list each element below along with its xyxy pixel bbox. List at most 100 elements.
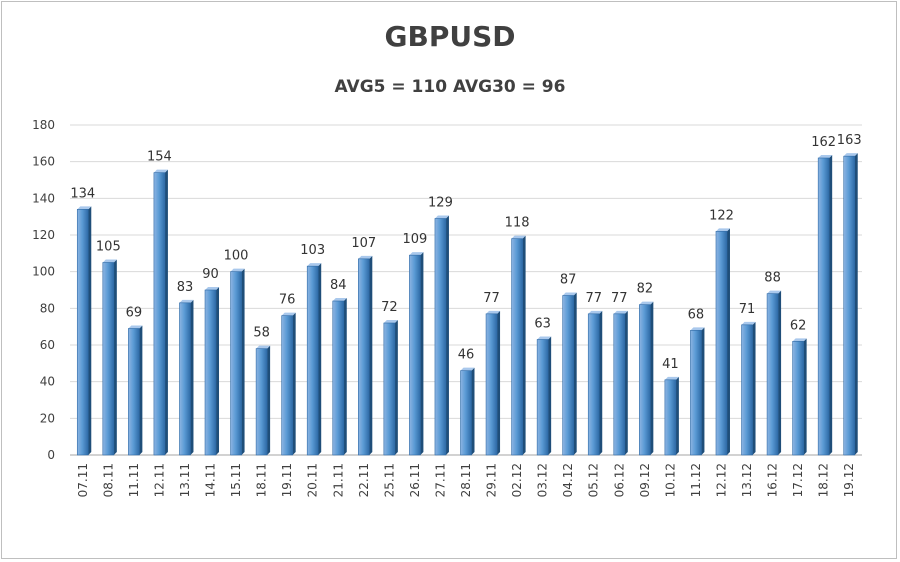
gridlines — [70, 124, 862, 456]
bar — [76, 206, 92, 456]
x-tick-label: 18.11 — [255, 463, 269, 497]
data-label: 109 — [402, 232, 427, 247]
bar — [153, 169, 168, 456]
bar-front — [587, 313, 600, 456]
bar-side — [701, 327, 705, 455]
bar-front — [281, 315, 293, 456]
bar-front — [434, 218, 447, 456]
bar-top — [102, 259, 117, 263]
bar-top — [818, 155, 833, 158]
bar-top — [434, 215, 449, 219]
data-label: 163 — [837, 133, 862, 148]
bar-top — [486, 310, 501, 314]
data-label: 72 — [381, 300, 398, 315]
bar — [587, 310, 603, 456]
bar-top — [128, 325, 143, 329]
bar — [102, 259, 117, 456]
x-tick-label: 04.12 — [561, 463, 575, 497]
data-label: 88 — [764, 271, 781, 286]
bar-side — [726, 228, 730, 455]
x-tick-label: 26.11 — [408, 463, 422, 497]
bar-front — [613, 313, 626, 456]
y-tick-label: 20 — [40, 411, 55, 425]
bar-side — [624, 310, 628, 455]
bar-front — [383, 322, 396, 456]
bar-top — [690, 327, 705, 331]
x-tick-label: 25.11 — [382, 463, 396, 497]
y-tick-label: 120 — [32, 228, 55, 242]
bar-top — [281, 312, 296, 316]
x-tick-label: 09.12 — [638, 463, 652, 497]
bar — [741, 321, 756, 456]
bar-side — [343, 298, 347, 455]
chart-subtitle: AVG5 = 110 AVG30 = 96 — [334, 77, 566, 97]
bar-top — [460, 367, 475, 371]
bar-side — [599, 310, 603, 455]
bar-side — [369, 255, 373, 455]
bar-side — [548, 336, 552, 455]
bar-front — [511, 238, 523, 456]
bar-side — [471, 367, 475, 455]
x-tick-label: 14.11 — [204, 463, 218, 497]
bar-top — [358, 255, 373, 259]
bar-top — [383, 320, 398, 323]
bar — [332, 298, 347, 456]
bar-top — [179, 299, 194, 303]
bar — [690, 327, 705, 456]
y-tick-label: 160 — [32, 155, 55, 169]
bar-side — [522, 235, 526, 455]
x-tick-label: 18.12 — [817, 463, 831, 497]
x-tick-label: 15.11 — [229, 463, 243, 497]
bar — [358, 255, 373, 456]
x-tick-label: 13.11 — [178, 463, 192, 497]
data-label: 84 — [330, 278, 347, 293]
bar-top — [256, 345, 271, 349]
bar-side — [778, 290, 782, 455]
bar-side — [420, 252, 424, 455]
data-label: 62 — [790, 318, 807, 333]
bar — [536, 336, 552, 456]
x-tick-label: 06.12 — [612, 463, 626, 497]
bar-front — [715, 231, 728, 456]
y-tick-label: 180 — [32, 118, 55, 132]
data-label: 41 — [662, 357, 679, 372]
bar — [613, 310, 628, 456]
x-tick-label: 02.12 — [510, 463, 524, 497]
data-label: 76 — [279, 293, 296, 308]
x-tick-label: 11.12 — [689, 463, 703, 497]
x-tick-label: 03.12 — [536, 463, 550, 497]
x-tick-label: 08.11 — [101, 463, 115, 497]
bar-top — [562, 292, 577, 296]
x-tick-label: 22.11 — [357, 463, 371, 497]
bar-top — [767, 290, 782, 294]
chart-title: GBPUSD — [384, 20, 516, 53]
bar-front — [76, 209, 89, 456]
bar-side — [675, 376, 679, 455]
data-label: 162 — [811, 135, 836, 150]
data-labels: 134 105 69 154 83 90 100 58 76 103 84 107 72 109 129 46… — [70, 133, 861, 372]
bar-side — [650, 301, 654, 455]
x-tick-label: 12.12 — [714, 463, 728, 497]
bar-front — [639, 304, 651, 456]
bar-top — [409, 252, 424, 256]
bar-front — [179, 302, 191, 456]
y-axis-ticks: 0 20 40 60 80 100 120 140 160 180 — [32, 118, 55, 462]
x-axis-ticks: 07.11 08.11 11.11 12.11 13.11 14.11 15.11 18.11… — [76, 463, 856, 497]
bar-side — [216, 287, 220, 455]
bar-side — [497, 310, 501, 455]
data-label: 83 — [177, 280, 194, 295]
bar-front — [128, 328, 140, 456]
bars — [76, 153, 858, 456]
x-tick-label: 13.12 — [740, 463, 754, 497]
bar-front — [766, 293, 779, 456]
bar — [460, 367, 475, 456]
data-label: 87 — [560, 273, 577, 288]
bar-top — [537, 336, 552, 340]
data-label: 63 — [534, 317, 551, 332]
x-tick-label: 21.11 — [331, 463, 345, 497]
bar-front — [690, 330, 702, 456]
bar — [562, 292, 577, 456]
data-label: 77 — [585, 291, 602, 306]
data-label: 118 — [505, 216, 530, 231]
